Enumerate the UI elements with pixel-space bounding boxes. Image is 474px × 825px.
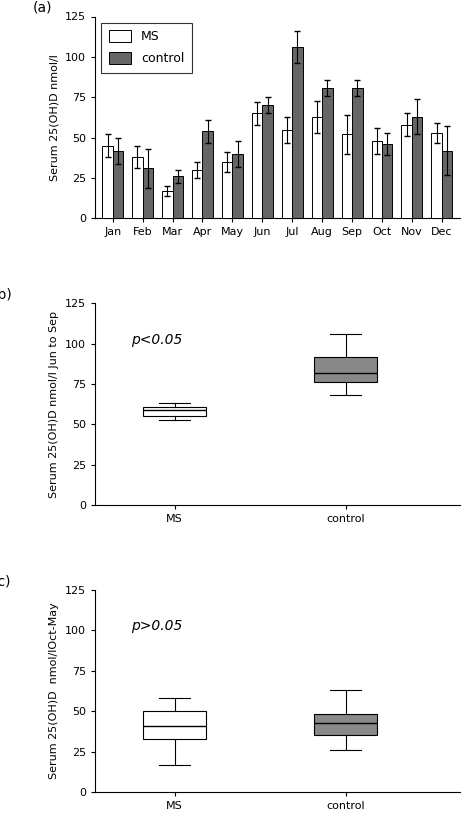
Bar xyxy=(322,87,333,219)
Text: p>0.05: p>0.05 xyxy=(131,620,182,634)
Bar xyxy=(113,151,123,219)
Bar xyxy=(352,87,363,219)
Bar xyxy=(162,191,173,219)
Bar xyxy=(232,153,243,219)
Bar xyxy=(372,141,382,219)
Y-axis label: Serum 25(OH)D  nmol/lOct-May: Serum 25(OH)D nmol/lOct-May xyxy=(49,602,59,780)
Bar xyxy=(252,113,262,219)
Bar xyxy=(282,130,292,219)
Bar xyxy=(143,168,153,219)
Bar xyxy=(202,131,213,219)
Bar xyxy=(312,116,322,219)
Bar xyxy=(292,47,303,219)
Text: (b): (b) xyxy=(0,287,12,301)
Bar xyxy=(442,151,452,219)
Bar xyxy=(192,170,202,219)
Bar xyxy=(382,144,392,219)
Bar xyxy=(132,157,143,219)
Bar xyxy=(401,125,412,219)
PathPatch shape xyxy=(314,356,377,383)
PathPatch shape xyxy=(143,407,206,417)
Bar xyxy=(342,134,352,219)
Bar xyxy=(102,146,113,219)
Legend: MS, control: MS, control xyxy=(101,23,192,73)
Text: p<0.05: p<0.05 xyxy=(131,332,182,346)
Bar xyxy=(262,106,273,219)
Text: (c): (c) xyxy=(0,574,11,588)
Y-axis label: Serum 25(OH)D nmol/l: Serum 25(OH)D nmol/l xyxy=(49,54,59,181)
Bar xyxy=(412,116,422,219)
Bar xyxy=(222,162,232,219)
Y-axis label: Serum 25(OH)D nmol/l Jun to Sep: Serum 25(OH)D nmol/l Jun to Sep xyxy=(49,311,59,497)
Text: (a): (a) xyxy=(33,1,52,15)
Bar xyxy=(431,133,442,219)
Bar xyxy=(173,177,183,219)
PathPatch shape xyxy=(314,714,377,735)
PathPatch shape xyxy=(143,711,206,738)
